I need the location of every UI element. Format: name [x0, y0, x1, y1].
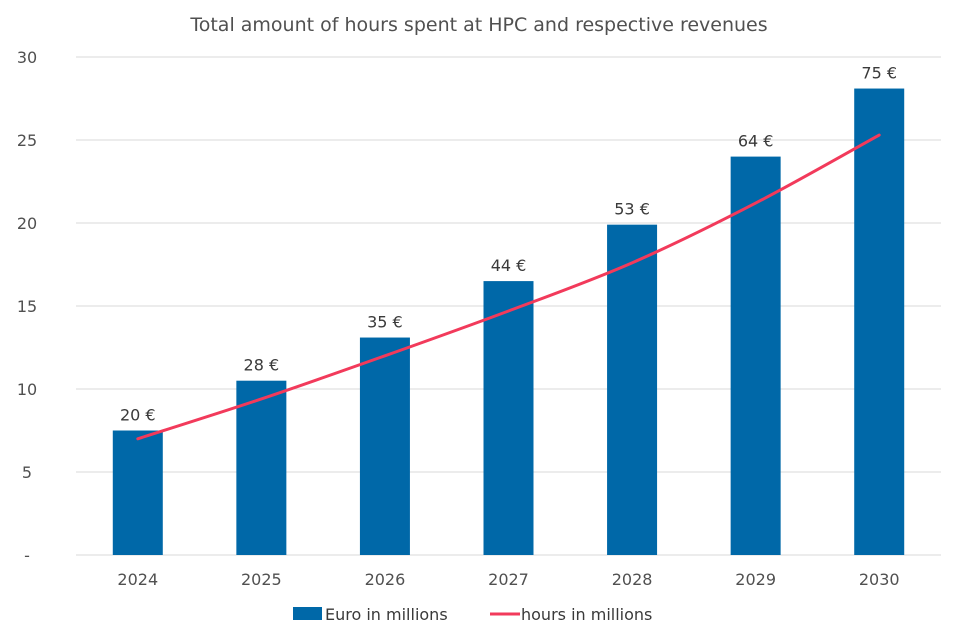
legend-label-euro: Euro in millions	[325, 605, 448, 624]
data-label-2028: 53 €	[614, 200, 650, 219]
bar-2029	[731, 157, 781, 555]
bar-2025	[236, 381, 286, 555]
legend: Euro in millions hours in millions	[293, 605, 652, 624]
y-tick-label: 15	[17, 297, 37, 316]
bar-2030	[854, 89, 904, 555]
y-axis-ticks: - 5 10 15 20 25 30	[17, 48, 37, 565]
data-label-2030: 75 €	[861, 64, 897, 83]
x-tick-label: 2028	[612, 570, 653, 589]
data-label-2026: 35 €	[367, 313, 403, 332]
data-label-2029: 64 €	[738, 132, 774, 151]
bar-layer	[113, 89, 904, 555]
y-tick-label: 5	[22, 463, 32, 482]
x-axis-ticks: 2024 2025 2026 2027 2028 2029 2030	[117, 570, 899, 589]
y-tick-label: 25	[17, 131, 37, 150]
bar-2024	[113, 431, 163, 556]
data-label-2025: 28 €	[244, 356, 280, 375]
data-label-2027: 44 €	[491, 256, 527, 275]
x-tick-label: 2029	[735, 570, 776, 589]
x-tick-label: 2027	[488, 570, 529, 589]
bar-2027	[484, 281, 534, 555]
x-tick-label: 2026	[365, 570, 406, 589]
y-tick-label: -	[24, 546, 30, 565]
data-label-2024: 20 €	[120, 406, 156, 425]
y-tick-label: 10	[17, 380, 37, 399]
chart-title: Total amount of hours spent at HPC and r…	[189, 14, 767, 36]
bar-2028	[607, 225, 657, 555]
legend-swatch-euro	[293, 607, 322, 620]
x-tick-label: 2024	[117, 570, 158, 589]
x-tick-label: 2025	[241, 570, 282, 589]
x-tick-label: 2030	[859, 570, 900, 589]
bar-2026	[360, 338, 410, 555]
y-tick-label: 30	[17, 48, 37, 67]
y-tick-label: 20	[17, 214, 37, 233]
legend-label-hours: hours in millions	[521, 605, 652, 624]
